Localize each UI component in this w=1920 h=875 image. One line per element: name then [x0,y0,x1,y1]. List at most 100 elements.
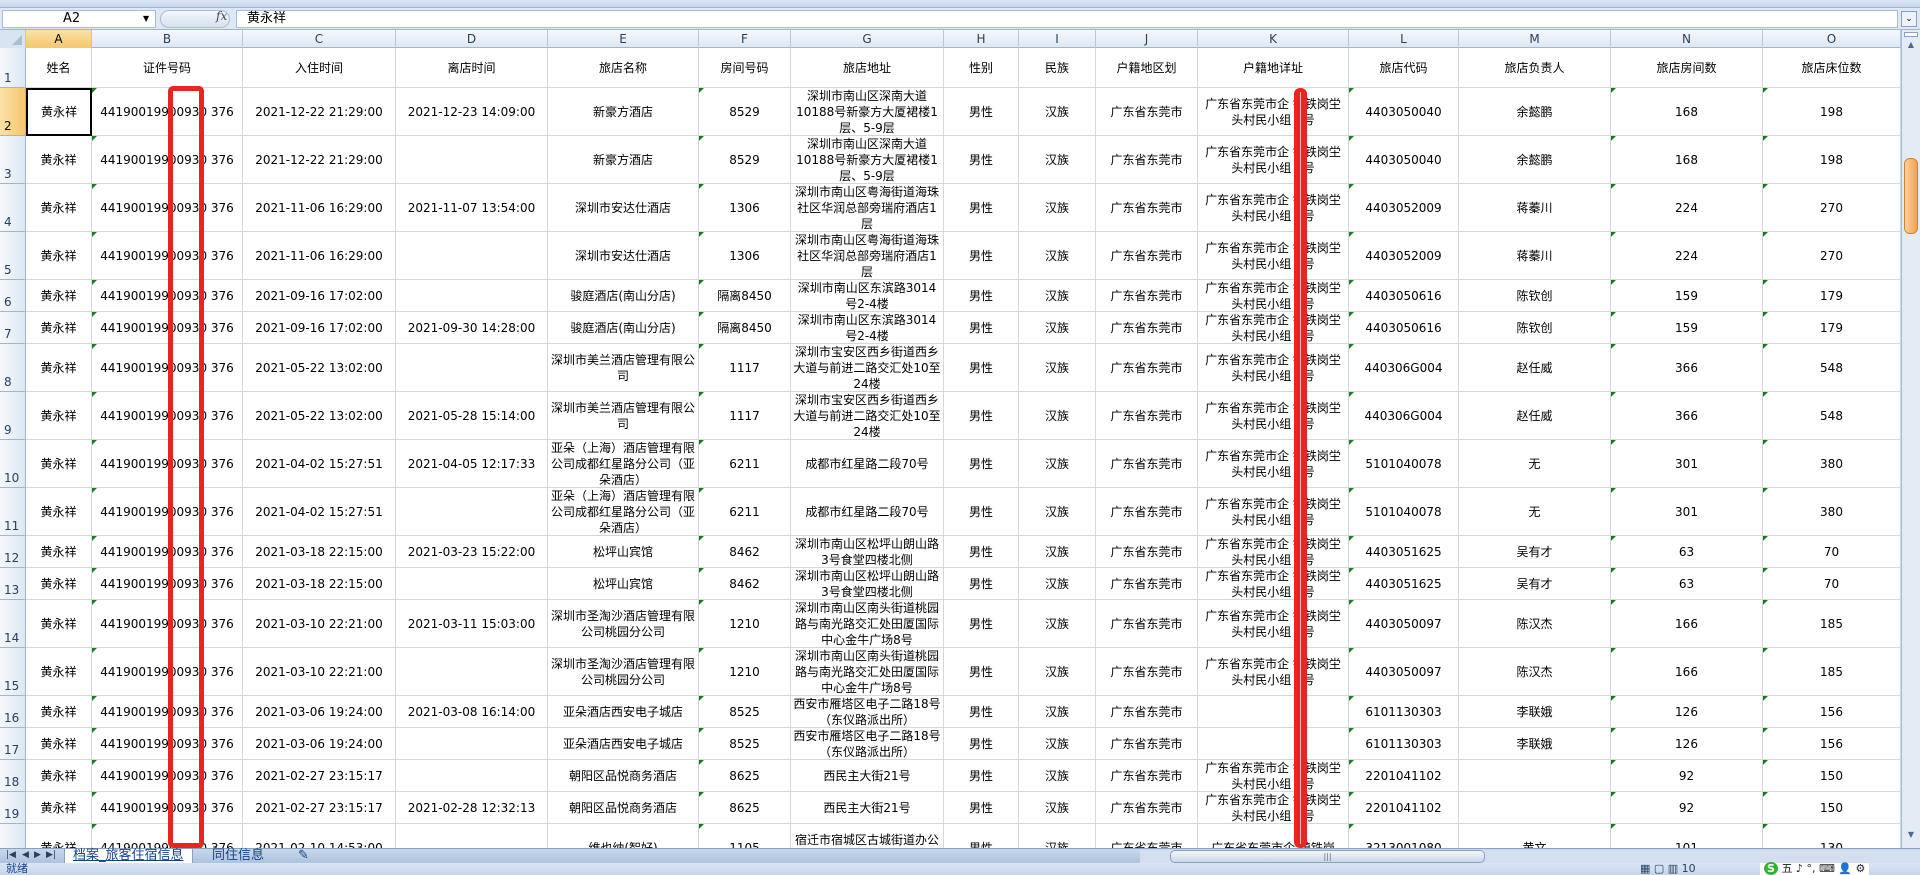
cell-h13[interactable]: 男性 [944,568,1019,600]
row-header[interactable]: 13 [0,568,26,600]
cell-a4[interactable]: 黄永祥 [26,184,92,232]
cell-k3[interactable]: 广东省东莞市企 镇铁岗坣头村民小组 0号 [1198,136,1349,184]
cell-d20[interactable] [396,824,548,848]
cell-i13[interactable]: 汉族 [1019,568,1096,600]
cell-k2[interactable]: 广东省东莞市企 镇铁岗坣头村民小组 0号 [1198,88,1349,136]
cell-m20[interactable]: 黄文 [1459,824,1611,848]
cell-n15[interactable]: 166 [1611,648,1763,696]
cell-n20[interactable]: 101 [1611,824,1763,848]
cell-a9[interactable]: 黄永祥 [26,392,92,440]
cell-n9[interactable]: 366 [1611,392,1763,440]
row-header[interactable]: 8 [0,344,26,392]
header-cell[interactable]: 证件号码 [92,48,243,88]
cell-e12[interactable]: 松坪山宾馆 [548,536,699,568]
cell-b12[interactable]: 44190019900930 376 [92,536,243,568]
cell-g15[interactable]: 深圳市南山区南头街道桃园路与南光路交汇处田厦国际中心金牛广场8号 [791,648,944,696]
cell-o11[interactable]: 380 [1763,488,1901,536]
cell-g11[interactable]: 成都市红星路二段70号 [791,488,944,536]
cell-f9[interactable]: 1117 [699,392,791,440]
cell-f20[interactable]: 1105 [699,824,791,848]
cell-d11[interactable] [396,488,548,536]
header-cell[interactable]: 旅店名称 [548,48,699,88]
cell-m3[interactable]: 余懿鹏 [1459,136,1611,184]
cell-n10[interactable]: 301 [1611,440,1763,488]
cell-h15[interactable]: 男性 [944,648,1019,696]
column-header-l[interactable]: L [1349,30,1459,48]
header-cell[interactable]: 旅店房间数 [1611,48,1763,88]
cell-k12[interactable]: 广东省东莞市企 镇铁岗坣头村民小组 0号 [1198,536,1349,568]
cell-k6[interactable]: 广东省东莞市企 镇铁岗坣头村民小组 0号 [1198,280,1349,312]
cell-e15[interactable]: 深圳市圣淘沙酒店管理有限公司桃园分公司 [548,648,699,696]
cell-f19[interactable]: 8625 [699,792,791,824]
cell-f3[interactable]: 8529 [699,136,791,184]
cell-m18[interactable] [1459,760,1611,792]
cell-c18[interactable]: 2021-02-27 23:15:17 [243,760,396,792]
cell-m17[interactable]: 李联娥 [1459,728,1611,760]
expand-formula-bar-icon[interactable]: ⌄ [1901,11,1917,27]
cell-i10[interactable]: 汉族 [1019,440,1096,488]
cell-n17[interactable]: 126 [1611,728,1763,760]
cell-m19[interactable] [1459,792,1611,824]
row-header[interactable]: 4 [0,184,26,232]
cell-e16[interactable]: 亚朵酒店西安电子城店 [548,696,699,728]
cell-j14[interactable]: 广东省东莞市 [1096,600,1198,648]
cell-f4[interactable]: 1306 [699,184,791,232]
cell-i19[interactable]: 汉族 [1019,792,1096,824]
cell-f5[interactable]: 1306 [699,232,791,280]
cell-o12[interactable]: 70 [1763,536,1901,568]
cell-j5[interactable]: 广东省东莞市 [1096,232,1198,280]
cell-m7[interactable]: 陈钦创 [1459,312,1611,344]
cell-c17[interactable]: 2021-03-06 19:24:00 [243,728,396,760]
cell-i3[interactable]: 汉族 [1019,136,1096,184]
cell-i8[interactable]: 汉族 [1019,344,1096,392]
header-cell[interactable]: 旅店负责人 [1459,48,1611,88]
cell-i14[interactable]: 汉族 [1019,600,1096,648]
cell-j19[interactable]: 广东省东莞市 [1096,792,1198,824]
cell-h3[interactable]: 男性 [944,136,1019,184]
cell-g17[interactable]: 西安市雁塔区电子二路18号（东仪路派出所） [791,728,944,760]
cell-e18[interactable]: 朝阳区品悦商务酒店 [548,760,699,792]
cell-l9[interactable]: 440306G004 [1349,392,1459,440]
horizontal-scroll-thumb[interactable]: ||| [1170,850,1485,863]
cell-o20[interactable]: 130 [1763,824,1901,848]
header-cell[interactable]: 户籍地区划 [1096,48,1198,88]
cell-a19[interactable]: 黄永祥 [26,792,92,824]
cell-k9[interactable]: 广东省东莞市企 镇铁岗坣头村民小组 0号 [1198,392,1349,440]
cell-m15[interactable]: 陈汉杰 [1459,648,1611,696]
cell-o14[interactable]: 185 [1763,600,1901,648]
cell-f15[interactable]: 1210 [699,648,791,696]
column-header-n[interactable]: N [1611,30,1763,48]
row-header[interactable]: 1 [0,48,26,88]
cell-c19[interactable]: 2021-02-27 23:15:17 [243,792,396,824]
column-header-a[interactable]: A [26,30,92,48]
cell-o16[interactable]: 156 [1763,696,1901,728]
cell-c20[interactable]: 2021-02-10 14:53:00 [243,824,396,848]
cell-b17[interactable]: 44190019900930 376 [92,728,243,760]
cell-l15[interactable]: 4403050097 [1349,648,1459,696]
cell-c3[interactable]: 2021-12-22 21:29:00 [243,136,396,184]
cell-a14[interactable]: 黄永祥 [26,600,92,648]
cell-h12[interactable]: 男性 [944,536,1019,568]
column-header-h[interactable]: H [944,30,1019,48]
cell-l20[interactable]: 3213001080 [1349,824,1459,848]
cell-l13[interactable]: 4403051625 [1349,568,1459,600]
cell-j16[interactable]: 广东省东莞市 [1096,696,1198,728]
cell-h20[interactable]: 男性 [944,824,1019,848]
cell-b15[interactable]: 44190019900930 376 [92,648,243,696]
cell-j20[interactable]: 广东省东莞市 [1096,824,1198,848]
cell-k5[interactable]: 广东省东莞市企 镇铁岗坣头村民小组 0号 [1198,232,1349,280]
cell-h14[interactable]: 男性 [944,600,1019,648]
cell-o8[interactable]: 548 [1763,344,1901,392]
split-handle[interactable] [1904,32,1918,37]
cell-o10[interactable]: 380 [1763,440,1901,488]
cell-d17[interactable] [396,728,548,760]
cell-d13[interactable] [396,568,548,600]
cell-f6[interactable]: 隔离8450 [699,280,791,312]
cell-k13[interactable]: 广东省东莞市企 镇铁岗坣头村民小组 0号 [1198,568,1349,600]
row-header[interactable]: 20 [0,824,26,848]
cell-e5[interactable]: 深圳市安达仕酒店 [548,232,699,280]
cell-a16[interactable]: 黄永祥 [26,696,92,728]
cell-l18[interactable]: 2201041102 [1349,760,1459,792]
cell-d9[interactable]: 2021-05-28 15:14:00 [396,392,548,440]
cell-b18[interactable]: 44190019900930 376 [92,760,243,792]
